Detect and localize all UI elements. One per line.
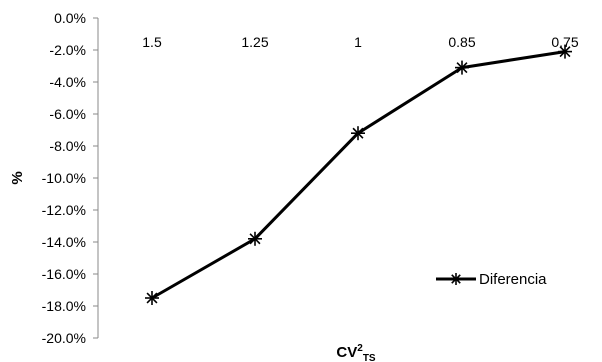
x-tick-label: 1.25 bbox=[241, 34, 268, 50]
y-tick-label: -6.0% bbox=[49, 106, 86, 122]
legend: Diferencia bbox=[436, 271, 547, 288]
y-tick-label: -14.0% bbox=[42, 234, 86, 250]
y-tick-label: -4.0% bbox=[49, 74, 86, 90]
data-point bbox=[558, 44, 572, 59]
y-tick-label: -18.0% bbox=[42, 298, 86, 314]
y-tick-label: -12.0% bbox=[42, 202, 86, 218]
legend-label: Diferencia bbox=[479, 271, 547, 288]
x-tick-label: 1.5 bbox=[142, 34, 162, 50]
y-tick-label: -8.0% bbox=[49, 138, 86, 154]
legend-marker bbox=[450, 273, 462, 285]
y-tick-label: 0.0% bbox=[54, 10, 86, 26]
y-tick-label: -2.0% bbox=[49, 42, 86, 58]
data-point bbox=[145, 291, 159, 305]
y-axis-title: % bbox=[9, 171, 26, 184]
data-point bbox=[455, 60, 469, 75]
x-axis-title: CV2TS bbox=[336, 343, 376, 362]
x-tick-label: 1 bbox=[354, 34, 362, 50]
y-tick-label: -20.0% bbox=[42, 330, 86, 346]
x-tick-label: 0.85 bbox=[448, 34, 475, 50]
x-tick-label: 0.75 bbox=[551, 34, 578, 50]
y-tick-label: -16.0% bbox=[42, 266, 86, 282]
series-line-diferencia bbox=[151, 50, 566, 300]
data-point bbox=[351, 126, 365, 141]
data-point bbox=[248, 231, 262, 246]
y-tick-label: -10.0% bbox=[42, 170, 86, 186]
